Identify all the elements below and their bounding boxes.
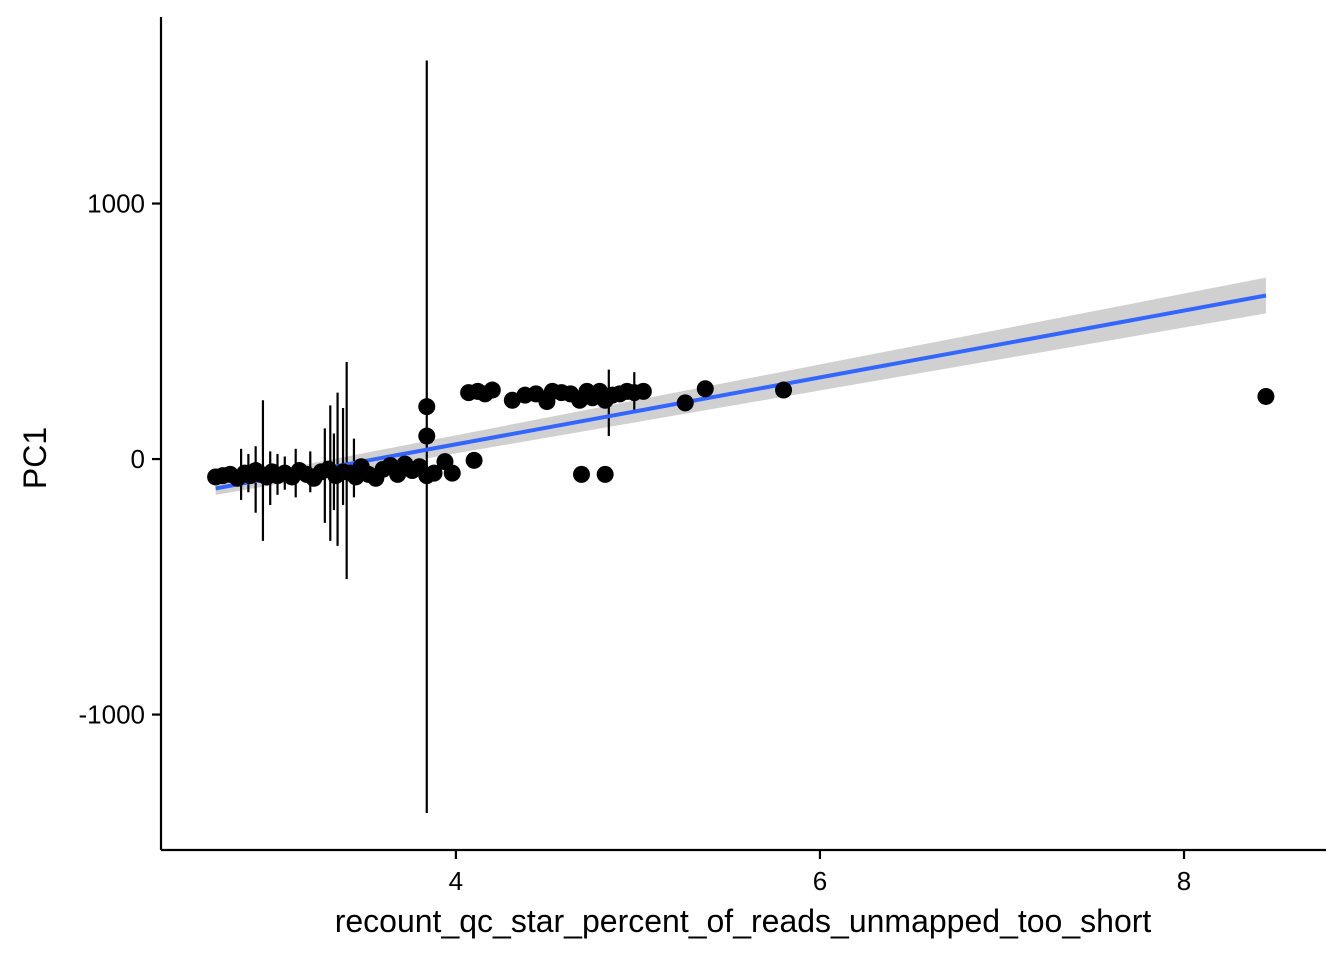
- data-point: [1257, 387, 1275, 405]
- regression-line: [215, 293, 1267, 491]
- error-bar-layer: [239, 60, 636, 813]
- data-point: [418, 427, 436, 445]
- data-point-layer: [207, 380, 1275, 487]
- y-tick-label: 1000: [87, 189, 145, 219]
- data-point: [483, 381, 501, 399]
- confidence-band: [215, 277, 1266, 495]
- data-point: [572, 465, 590, 483]
- data-point: [775, 381, 793, 399]
- data-point: [596, 465, 614, 483]
- data-point: [425, 464, 443, 482]
- x-tick-label: 4: [449, 866, 463, 896]
- tick-layer: 4 6 8 -1000 0 1000: [79, 189, 1192, 896]
- data-point: [465, 451, 483, 469]
- fit-line-layer: [215, 293, 1267, 491]
- data-point: [443, 464, 461, 482]
- data-point: [503, 391, 521, 409]
- data-point: [418, 398, 436, 416]
- y-tick-label: 0: [131, 444, 145, 474]
- data-point: [696, 380, 714, 398]
- data-point: [676, 394, 694, 412]
- confidence-band-layer: [215, 277, 1266, 495]
- x-tick-label: 6: [813, 866, 827, 896]
- y-tick-label: -1000: [79, 700, 146, 730]
- x-axis-title: recount_qc_star_percent_of_reads_unmappe…: [335, 903, 1152, 939]
- y-axis-title: PC1: [17, 427, 53, 489]
- axes: [159, 17, 1326, 852]
- data-point: [634, 382, 652, 400]
- x-tick-label: 8: [1177, 866, 1191, 896]
